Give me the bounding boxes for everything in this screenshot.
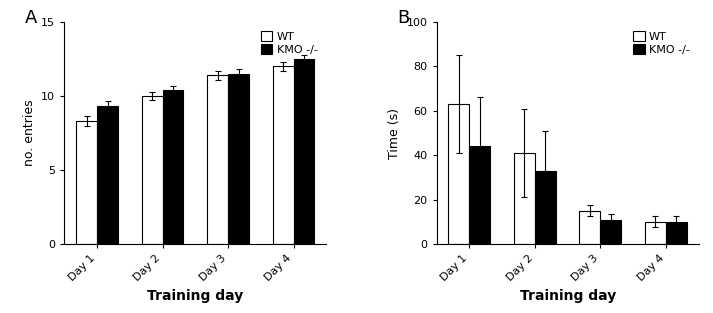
Legend: WT, KMO -/-: WT, KMO -/-: [630, 28, 693, 59]
Text: A: A: [25, 8, 37, 27]
Bar: [207, 75, 228, 244]
Bar: [600, 220, 621, 244]
X-axis label: Training day: Training day: [147, 289, 243, 303]
Y-axis label: Time (s): Time (s): [388, 108, 401, 158]
Bar: [142, 96, 163, 244]
Legend: WT, KMO -/-: WT, KMO -/-: [257, 28, 321, 59]
Bar: [163, 90, 183, 244]
Bar: [76, 121, 97, 244]
Text: B: B: [397, 8, 409, 27]
Bar: [645, 222, 666, 244]
Bar: [535, 171, 556, 244]
Bar: [469, 146, 491, 244]
Bar: [580, 211, 600, 244]
Bar: [294, 59, 314, 244]
Bar: [448, 104, 469, 244]
Y-axis label: no. entries: no. entries: [23, 100, 36, 166]
Bar: [514, 153, 535, 244]
X-axis label: Training day: Training day: [520, 289, 616, 303]
Bar: [97, 106, 118, 244]
Bar: [666, 222, 687, 244]
Bar: [272, 66, 294, 244]
Bar: [228, 74, 249, 244]
